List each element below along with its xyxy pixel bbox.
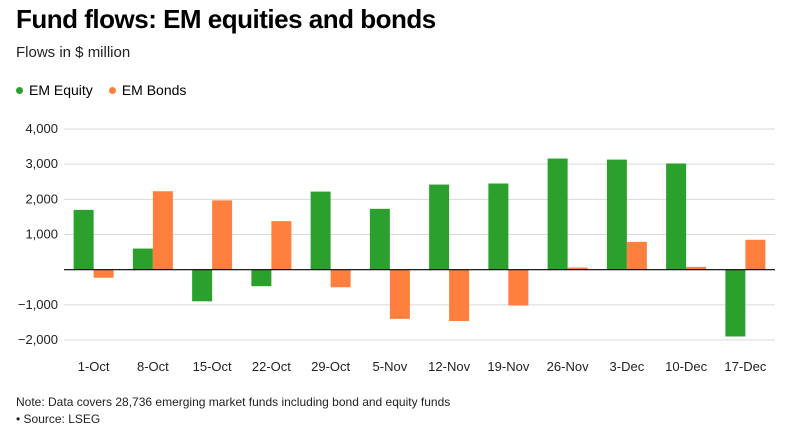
x-tick-label: 22-Oct <box>252 359 291 374</box>
x-tick-label: 3-Dec <box>610 359 645 374</box>
y-tick-label: 3,000 <box>25 156 58 171</box>
bar-em-bonds <box>212 200 233 270</box>
x-tick-label: 26-Nov <box>547 359 589 374</box>
chart-title: Fund flows: EM equities and bonds <box>16 4 436 34</box>
bar-em-equity <box>606 159 627 270</box>
bar-em-bonds <box>567 267 588 270</box>
legend-item-equity: EM Equity <box>16 82 93 98</box>
bar-em-bonds <box>686 266 707 270</box>
bar-em-equity <box>132 248 153 270</box>
bar-em-bonds <box>389 269 410 319</box>
bar-em-bonds <box>271 221 292 270</box>
legend-label-equity: EM Equity <box>29 82 93 98</box>
bar-em-equity <box>547 158 568 270</box>
bar-em-bonds <box>626 241 647 270</box>
bar-em-equity <box>725 269 746 337</box>
legend-swatch-equity <box>16 86 23 94</box>
x-tick-label: 1-Oct <box>78 359 110 374</box>
legend-item-bonds: EM Bonds <box>108 82 187 98</box>
x-tick-label: 8-Oct <box>137 359 169 374</box>
legend-swatch-bonds <box>108 86 116 94</box>
chart-note: Note: Data covers 28,736 emerging market… <box>16 395 451 409</box>
bar-em-equity <box>73 209 94 270</box>
bar-em-equity <box>429 184 450 270</box>
chart-subtitle: Flows in $ million <box>16 44 131 61</box>
y-tick-label: −1,000 <box>18 297 58 312</box>
bar-em-equity <box>251 269 272 287</box>
bar-em-equity <box>666 163 687 270</box>
y-tick-label: 1,000 <box>25 227 58 242</box>
x-tick-label: 17-Dec <box>724 359 766 374</box>
y-tick-label: 2,000 <box>25 191 58 206</box>
bar-em-bonds <box>330 269 351 288</box>
x-tick-label: 15-Oct <box>193 359 232 374</box>
x-tick-label: 19-Nov <box>487 359 529 374</box>
bar-em-bonds <box>508 269 529 306</box>
legend: EM Equity EM Bonds <box>16 82 186 98</box>
y-tick-label: 4,000 <box>25 121 58 136</box>
bar-em-equity <box>488 183 509 270</box>
bar-em-bonds <box>449 269 470 322</box>
x-tick-label: 29-Oct <box>311 359 350 374</box>
bar-em-bonds <box>745 239 766 270</box>
y-tick-label: −2,000 <box>18 332 58 347</box>
x-tick-label: 12-Nov <box>428 359 470 374</box>
bar-em-equity <box>192 269 213 302</box>
legend-label-bonds: EM Bonds <box>121 82 187 98</box>
x-tick-label: 10-Dec <box>665 359 707 374</box>
bar-em-equity <box>310 191 331 270</box>
bar-em-bonds <box>152 191 173 270</box>
chart-source: • Source: LSEG <box>16 412 101 426</box>
bar-em-bonds <box>93 269 114 278</box>
bar-em-equity <box>369 208 390 270</box>
x-tick-label: 5-Nov <box>373 359 408 374</box>
